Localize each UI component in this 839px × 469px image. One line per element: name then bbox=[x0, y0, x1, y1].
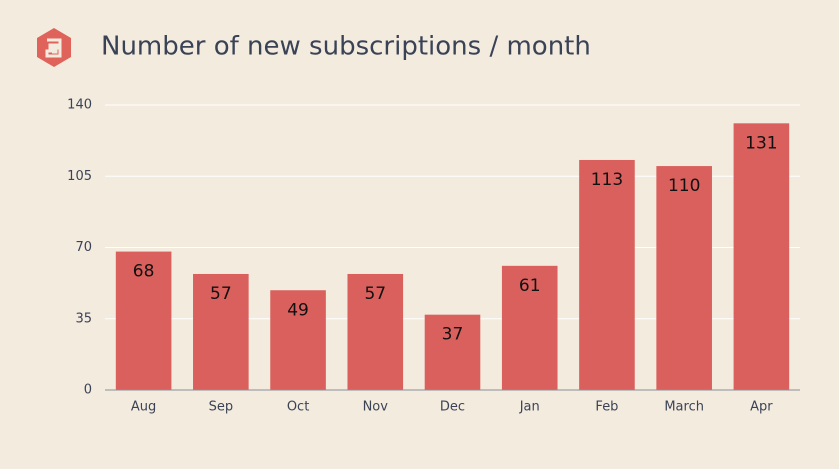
y-tick-label: 35 bbox=[75, 311, 92, 326]
value-label: 68 bbox=[133, 262, 155, 282]
value-label: 57 bbox=[364, 284, 386, 304]
bar bbox=[347, 273, 404, 390]
value-label: 61 bbox=[519, 276, 541, 296]
logo bbox=[37, 28, 71, 67]
y-tick-label: 105 bbox=[67, 169, 92, 184]
bar bbox=[424, 314, 481, 390]
x-tick-label: Dec bbox=[440, 400, 465, 415]
x-tick-label: Jan bbox=[519, 400, 540, 415]
x-tick-label: March bbox=[664, 400, 704, 415]
y-tick-label: 0 bbox=[84, 383, 92, 398]
value-label: 131 bbox=[745, 133, 777, 153]
x-tick-label: Aug bbox=[131, 400, 156, 415]
bar bbox=[193, 273, 249, 390]
x-tick-label: Sep bbox=[209, 400, 234, 415]
value-label: 57 bbox=[210, 284, 232, 304]
x-tick-label: Apr bbox=[750, 400, 773, 415]
bar bbox=[270, 290, 326, 390]
bar bbox=[115, 251, 172, 390]
x-tick-label: Nov bbox=[363, 400, 389, 415]
chart-title: Number of new subscriptions / month bbox=[101, 32, 591, 62]
y-tick-label: 140 bbox=[67, 98, 92, 113]
bar bbox=[579, 159, 635, 390]
bar bbox=[656, 166, 712, 390]
bar bbox=[501, 265, 558, 390]
bar bbox=[733, 123, 790, 391]
x-tick-label: Feb bbox=[595, 400, 618, 415]
value-label: 37 bbox=[442, 325, 464, 345]
value-label: 110 bbox=[668, 176, 700, 196]
y-tick-label: 70 bbox=[75, 240, 92, 255]
value-label: 113 bbox=[591, 170, 623, 190]
x-tick-label: Oct bbox=[287, 400, 309, 415]
value-label: 49 bbox=[287, 300, 309, 320]
